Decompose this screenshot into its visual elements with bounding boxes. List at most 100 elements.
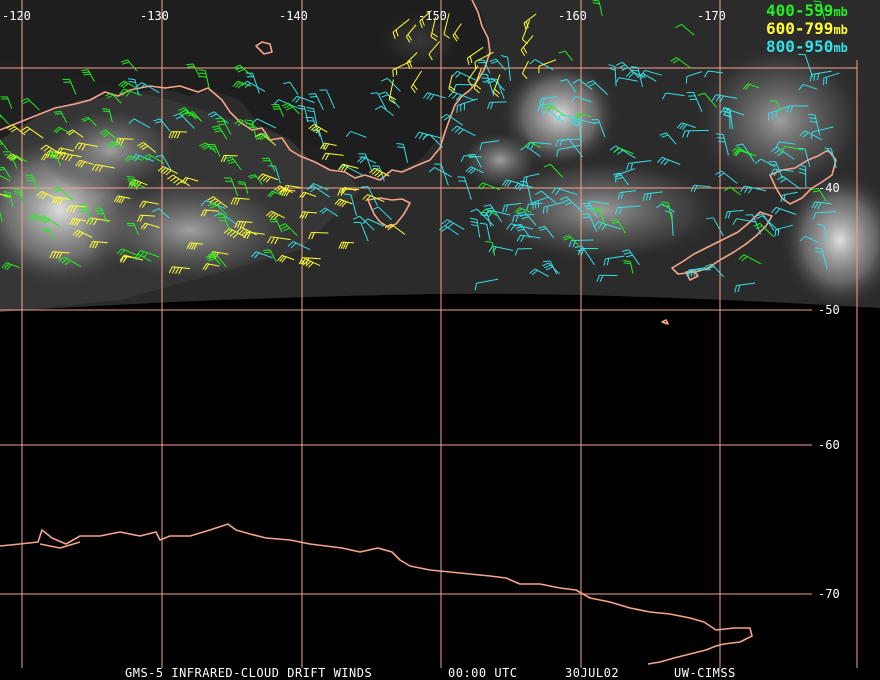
wind-barb [167, 174, 191, 187]
wind-barb [308, 183, 329, 191]
wind-barb [132, 253, 152, 262]
wind-barb [94, 207, 108, 223]
wind-barb [136, 82, 160, 94]
wind-barb [207, 202, 228, 216]
wind-barb [99, 129, 118, 141]
wind-barb [261, 157, 276, 172]
wind-barb [488, 245, 514, 254]
wind-barb [492, 74, 501, 98]
wind-barb [168, 266, 190, 275]
wind-barb [124, 154, 143, 162]
wind-barb [186, 242, 203, 250]
wind-barb [202, 263, 220, 271]
longitude-labels: -120 -130 -140 -150 -160 -170 [2, 9, 726, 23]
wind-barb [119, 254, 144, 262]
wind-barb [670, 57, 691, 69]
wind-barb [58, 152, 82, 162]
wind-barb [297, 104, 309, 123]
wind-barb [338, 163, 359, 172]
wind-barb [603, 255, 625, 266]
wind-barb [305, 116, 321, 137]
wind-barb [636, 72, 657, 82]
new-zealand-north [769, 149, 837, 205]
wind-barb [352, 215, 375, 231]
wind-barb [137, 214, 156, 222]
wind-barb [278, 223, 298, 237]
antarctica-inlet [39, 541, 81, 549]
wind-barb [542, 201, 565, 214]
wind-barb [281, 102, 300, 115]
wind-barb [0, 210, 3, 222]
wind-barb [319, 89, 336, 109]
wind-barb [419, 10, 432, 28]
footer-date: 30JUL02 [565, 666, 619, 680]
wind-barb [392, 60, 412, 77]
wind-barb [269, 218, 283, 233]
lon-label-120: -120 [2, 9, 31, 23]
wind-barb [321, 152, 344, 161]
wind-barb [467, 153, 482, 168]
wind-barb [812, 211, 837, 220]
wind-barb [617, 190, 637, 200]
wind-barb [207, 111, 229, 124]
wind-barb [630, 66, 644, 88]
wind-barb [556, 144, 581, 157]
wind-barb [592, 0, 603, 17]
wind-barb [277, 254, 295, 263]
wind-barb [268, 165, 281, 184]
wind-barb [574, 112, 592, 120]
wind-barb [262, 249, 277, 262]
wind-barb [36, 190, 57, 200]
wind-barb [771, 146, 795, 160]
wind-barb [237, 181, 249, 195]
wind-barb [371, 206, 392, 221]
wind-barb [529, 268, 549, 277]
wind-barb [732, 218, 757, 225]
wind-barb [3, 190, 14, 207]
kangaroo-island [255, 41, 273, 55]
wind-barb [560, 79, 577, 93]
wind-barb [780, 191, 798, 203]
wind-barb [769, 100, 782, 113]
wind-barb [113, 195, 131, 204]
wind-barb [520, 35, 534, 57]
wind-barb [343, 193, 358, 216]
wind-barb [81, 116, 97, 127]
wind-barb [704, 70, 723, 78]
wind-barb [292, 95, 315, 104]
wind-barb [657, 156, 681, 166]
wind-barb [502, 202, 522, 213]
wind-barb [529, 59, 554, 71]
wind-barb [340, 186, 357, 194]
wind-barb [740, 185, 767, 194]
wind-barb [224, 177, 239, 197]
lon-label-150: -150 [418, 9, 447, 23]
wind-barb [306, 107, 318, 126]
wind-barb [592, 207, 606, 226]
wind-barb [47, 151, 61, 167]
wind-barb [53, 126, 71, 134]
wind-barb [572, 79, 593, 90]
wind-barb [489, 78, 505, 99]
wind-barb [532, 196, 549, 210]
wind-barb [20, 97, 40, 111]
wind-barb [466, 46, 484, 66]
wind-barb [334, 198, 353, 208]
wind-barb [308, 93, 324, 111]
wind-barb [224, 156, 242, 171]
wind-barb [570, 95, 592, 103]
latitude-labels: -40 -50 -60 -70 [818, 181, 840, 601]
wind-barb [525, 202, 543, 212]
wind-barb [234, 220, 253, 229]
legend-item-600-799: 600-799mb [766, 19, 848, 38]
wind-barb [245, 119, 258, 140]
wind-barb [521, 60, 529, 79]
wind-barb [142, 153, 165, 164]
wind-barb [414, 131, 441, 141]
wind-barb [168, 131, 187, 139]
wind-barb [320, 142, 337, 151]
wind-barb [659, 132, 677, 145]
wind-barb [388, 79, 397, 104]
wind-barb [199, 142, 217, 153]
